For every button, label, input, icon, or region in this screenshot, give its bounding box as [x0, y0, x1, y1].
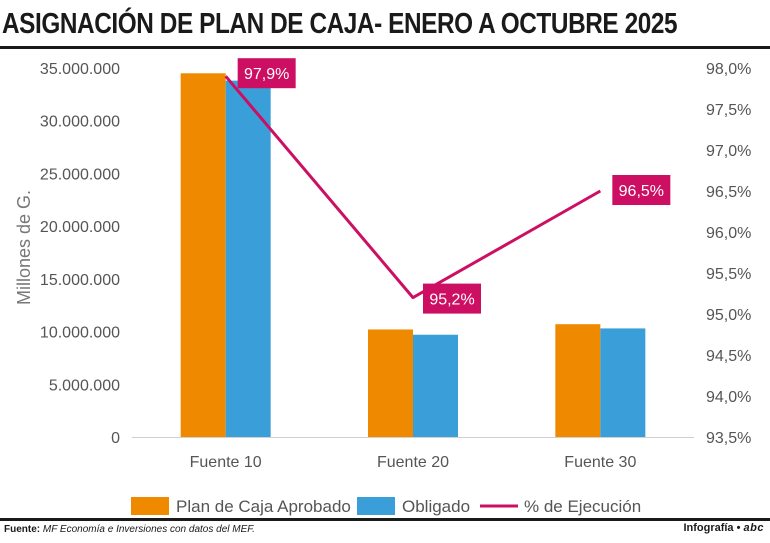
legend-swatch-plan [131, 497, 169, 515]
y-axis-title: Millones de G. [14, 190, 34, 305]
data-label: 97,9% [244, 66, 289, 83]
brand-label: Infografía • [683, 522, 741, 534]
data-label-box [612, 175, 671, 205]
y-tick-label: 25.000.000 [40, 166, 120, 183]
y2-tick-label: 94,0% [706, 389, 751, 406]
data-label: 95,2% [429, 292, 474, 309]
footer-rule [0, 518, 770, 521]
y2-tick-label: 97,5% [706, 102, 751, 119]
source-text: MF Economía e Inversiones con datos del … [42, 524, 255, 535]
y2-tick-label: 96,0% [706, 225, 751, 242]
abc-logo: abc [743, 522, 764, 534]
data-label: 96,5% [619, 183, 664, 200]
bar-plan [555, 324, 601, 437]
bar-obligado [225, 80, 271, 437]
x-tick-label: Fuente 30 [564, 454, 636, 471]
y2-tick-label: 96,5% [706, 184, 751, 201]
y2-tick-label: 97,0% [706, 143, 751, 160]
bar-obligado [413, 334, 458, 437]
y-tick-label: 10.000.000 [40, 325, 120, 342]
y2-tick-label: 95,5% [706, 266, 751, 283]
data-label-box [237, 58, 296, 89]
brand-credit: Infografía • abc [683, 522, 764, 534]
bar-plan [180, 73, 226, 438]
source-label: Fuente: [4, 524, 41, 535]
y-tick-label: 20.000.000 [40, 219, 120, 236]
legend-label-obligado: Obligado [402, 497, 470, 516]
y-tick-label: 5.000.000 [49, 377, 120, 394]
y-tick-label: 0 [111, 430, 120, 447]
legend-swatch-obligado [357, 497, 395, 515]
source-note: Fuente: MF Economía e Inversiones con da… [4, 524, 255, 535]
title-rule [0, 46, 770, 49]
x-tick-label: Fuente 10 [190, 454, 262, 471]
y2-tick-label: 94,5% [706, 348, 751, 365]
legend-label-plan: Plan de Caja Aprobado [176, 497, 351, 516]
y-tick-label: 30.000.000 [40, 114, 120, 131]
y-tick-label: 35.000.000 [40, 61, 120, 78]
y2-tick-label: 93,5% [706, 430, 751, 447]
line-ejecucion [224, 75, 602, 300]
bar-obligado [600, 328, 646, 437]
x-tick-label: Fuente 20 [377, 454, 449, 471]
y2-tick-label: 98,0% [706, 61, 751, 78]
y2-tick-label: 95,0% [706, 307, 751, 324]
y-tick-label: 15.000.000 [40, 272, 120, 289]
data-label-box [423, 283, 481, 314]
chart-title: ASIGNACIÓN DE PLAN DE CAJA- ENERO A OCTU… [2, 8, 678, 40]
bar-plan [368, 329, 413, 437]
legend-label-ejecucion: % de Ejecución [524, 497, 641, 516]
